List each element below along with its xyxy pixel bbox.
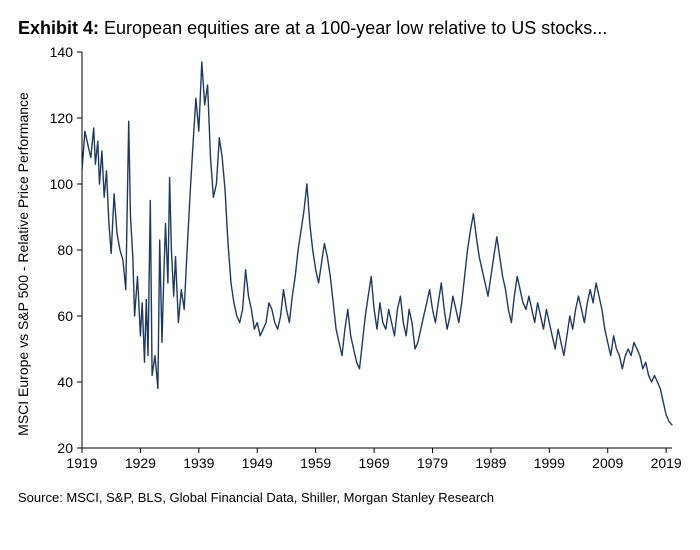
- svg-text:1959: 1959: [300, 455, 331, 471]
- svg-text:140: 140: [50, 44, 74, 60]
- svg-text:1989: 1989: [475, 455, 506, 471]
- exhibit-label: Exhibit 4:: [18, 18, 99, 38]
- svg-text:20: 20: [57, 440, 73, 456]
- source-text: Source: MSCI, S&P, BLS, Global Financial…: [18, 490, 682, 505]
- svg-text:100: 100: [50, 176, 74, 192]
- svg-text:1919: 1919: [66, 455, 97, 471]
- exhibit-title: Exhibit 4: European equities are at a 10…: [18, 16, 682, 40]
- svg-text:60: 60: [57, 308, 73, 324]
- svg-text:1979: 1979: [417, 455, 448, 471]
- svg-text:1949: 1949: [242, 455, 273, 471]
- svg-text:1939: 1939: [183, 455, 214, 471]
- svg-text:1929: 1929: [125, 455, 156, 471]
- svg-text:120: 120: [50, 110, 74, 126]
- line-chart: 20 40 60 80 100 120 140 1919 1929 1939 1949 1959 196…: [18, 44, 682, 484]
- exhibit-text: European equities are at a 100-year low …: [104, 18, 607, 38]
- y-axis-label: MSCI Europe vs S&P 500 - Relative Price …: [15, 74, 31, 454]
- svg-text:1969: 1969: [359, 455, 390, 471]
- svg-text:1999: 1999: [534, 455, 565, 471]
- svg-text:2019: 2019: [651, 455, 682, 471]
- chart-container: MSCI Europe vs S&P 500 - Relative Price …: [18, 44, 682, 484]
- svg-text:40: 40: [57, 374, 73, 390]
- svg-text:2009: 2009: [592, 455, 623, 471]
- svg-text:80: 80: [57, 242, 73, 258]
